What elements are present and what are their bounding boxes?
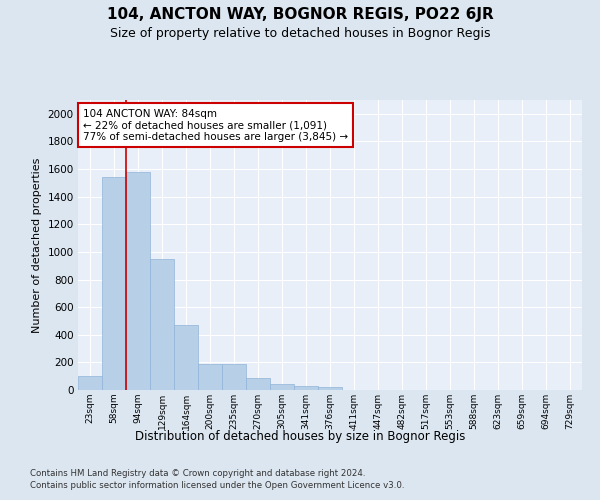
Text: Distribution of detached houses by size in Bognor Regis: Distribution of detached houses by size …	[135, 430, 465, 443]
Text: 104 ANCTON WAY: 84sqm
← 22% of detached houses are smaller (1,091)
77% of semi-d: 104 ANCTON WAY: 84sqm ← 22% of detached …	[83, 108, 348, 142]
Bar	[150, 259, 174, 390]
Text: Size of property relative to detached houses in Bognor Regis: Size of property relative to detached ho…	[110, 28, 490, 40]
Text: Contains HM Land Registry data © Crown copyright and database right 2024.: Contains HM Land Registry data © Crown c…	[30, 468, 365, 477]
Bar	[222, 364, 246, 390]
Bar	[78, 376, 102, 390]
Bar	[126, 172, 150, 390]
Bar	[198, 364, 222, 390]
Bar	[294, 386, 318, 390]
Bar	[318, 387, 342, 390]
Bar	[102, 178, 126, 390]
Bar	[246, 378, 270, 390]
Bar	[270, 384, 294, 390]
Text: 104, ANCTON WAY, BOGNOR REGIS, PO22 6JR: 104, ANCTON WAY, BOGNOR REGIS, PO22 6JR	[107, 8, 493, 22]
Y-axis label: Number of detached properties: Number of detached properties	[32, 158, 42, 332]
Text: Contains public sector information licensed under the Open Government Licence v3: Contains public sector information licen…	[30, 481, 404, 490]
Bar	[174, 325, 198, 390]
